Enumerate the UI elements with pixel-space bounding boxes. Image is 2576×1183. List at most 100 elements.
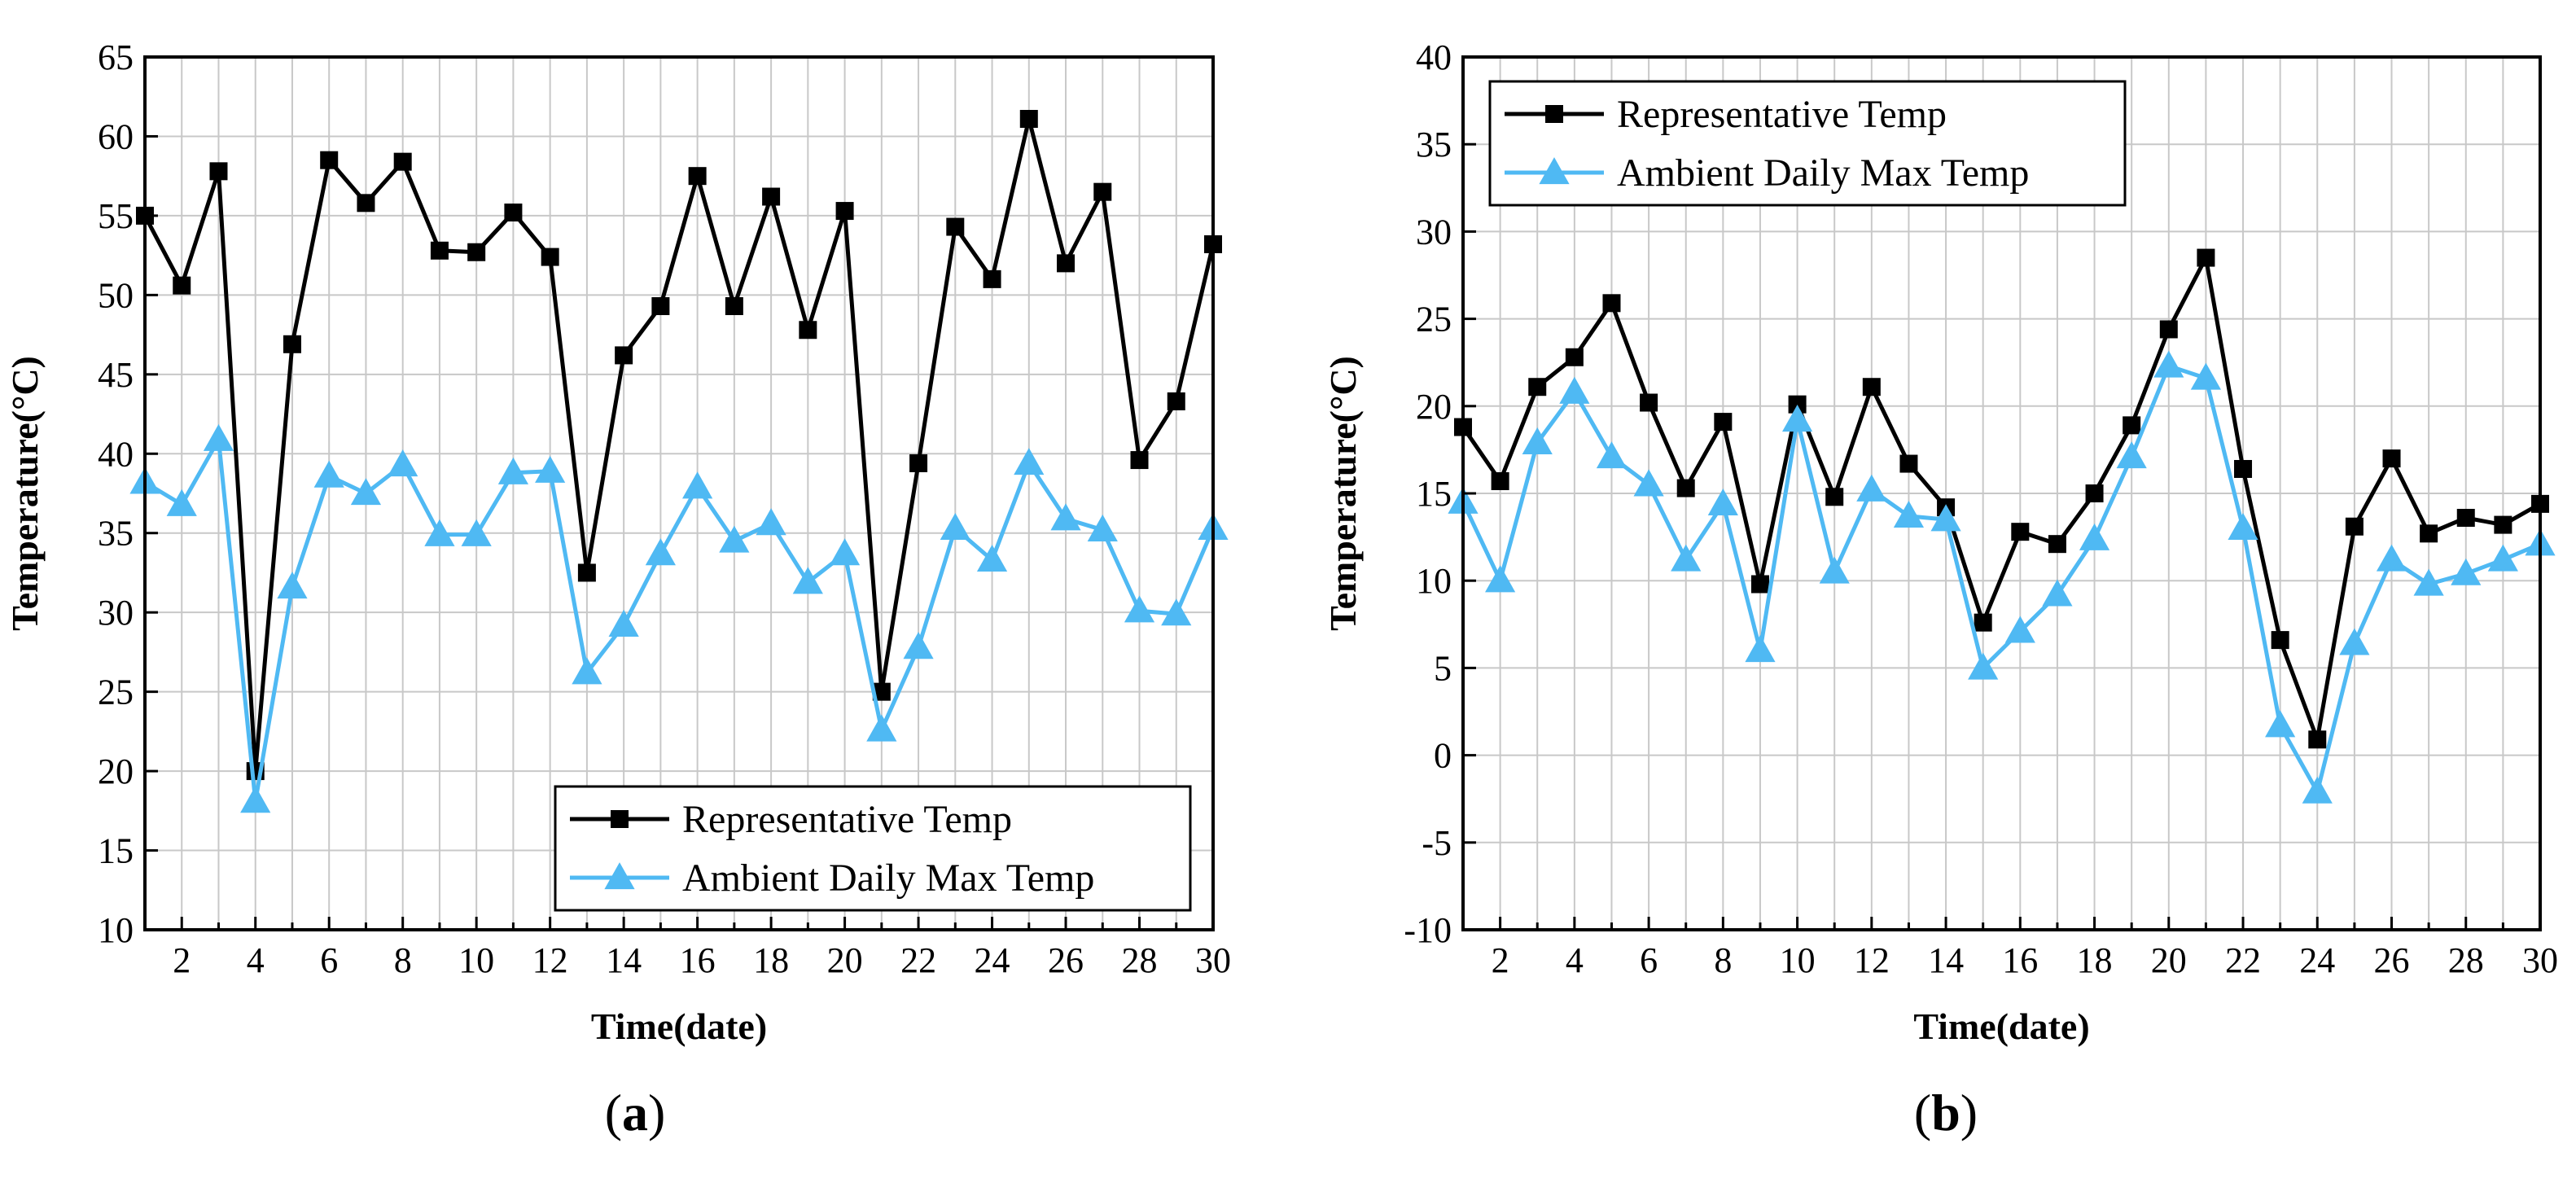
data-point: Representative Temp: 57.5 (688, 167, 707, 186)
data-point: Representative Temp: 21.1 (1862, 378, 1881, 397)
data-point: Representative Temp: 15 (2085, 484, 2104, 502)
data-point: Representative Temp: 9.8 (1750, 575, 1769, 594)
y-tick-label: 5 (1434, 648, 1452, 688)
x-axis-title: Time(date) (591, 1006, 767, 1047)
data-point: Representative Temp: 13.6 (2456, 509, 2475, 528)
data-point: Ambient Daily Max Temp: 38.8 (497, 457, 529, 484)
data-point: Representative Temp: 55.2 (504, 204, 523, 222)
x-tick-label: 6 (1640, 940, 1658, 980)
series-ambient-daily-max-temp: Ambient Daily Max Temp: 38.2Ambient Dail… (129, 423, 1229, 813)
x-axis-title: Time(date) (1913, 1006, 2089, 1047)
data-point: Ambient Daily Max Temp: 12.4 (2079, 523, 2110, 550)
series-line (1461, 256, 2542, 742)
data-point: Ambient Daily Max Temp: 34.5 (719, 525, 750, 553)
y-axis-title: Temperature(°C) (4, 356, 46, 631)
data-point: Ambient Daily Max Temp: 11.2 (1671, 544, 1702, 572)
plot-frame (143, 55, 1215, 931)
data-point: Ambient Daily Max Temp: 37.5 (350, 478, 382, 506)
data-point: Ambient Daily Max Temp: 19.2 (1781, 405, 1813, 432)
y-tick-label: 25 (98, 673, 134, 712)
data-point: Ambient Daily Max Temp: 29.2 (608, 609, 639, 637)
data-point: Ambient Daily Max Temp: 9.2 (2042, 579, 2073, 607)
data-point: Representative Temp: 47.8 (799, 321, 817, 340)
y-tick-label: 65 (98, 37, 134, 77)
data-point: Ambient Daily Max Temp: 13 (2228, 512, 2258, 541)
data-point: Representative Temp: 46.2 (615, 346, 633, 365)
legend-label: Representative Temp (682, 798, 1012, 841)
data-point: Representative Temp: 19.1 (1714, 413, 1733, 432)
x-tick-label: 10 (458, 940, 494, 980)
data-point: Representative Temp: 13.1 (2345, 517, 2364, 536)
x-tick-label: 10 (1780, 940, 1816, 980)
data-point: Representative Temp: 22.8 (1565, 348, 1584, 366)
x-tick-label: 24 (2299, 940, 2335, 980)
legend: Representative Temp Ambient Daily Max Tem… (1488, 80, 2127, 207)
x-tick-label: 22 (900, 940, 936, 980)
data-point: Ambient Daily Max Temp: 37.9 (682, 471, 713, 499)
y-tick-label: 15 (98, 831, 134, 871)
data-point: Ambient Daily Max Temp: 20.8 (1559, 376, 1590, 404)
x-tick-label: 28 (2448, 940, 2484, 980)
data-point: Representative Temp: 32.5 (577, 563, 596, 582)
x-tick-label: 4 (1566, 940, 1584, 980)
data-point: Ambient Daily Max Temp: 10 (1485, 565, 1516, 593)
data-point: Ambient Daily Max Temp: 17.1 (2116, 441, 2147, 469)
data-point: Representative Temp: 56.5 (1093, 182, 1112, 201)
data-point: Ambient Daily Max Temp: 35.9 (1050, 503, 1081, 531)
data-point: Representative Temp: 20.1 (1788, 395, 1807, 414)
data-point: Ambient Daily Max Temp: 35.3 (940, 512, 970, 541)
data-point: Representative Temp: 12.7 (2420, 524, 2438, 543)
data-point: Representative Temp: 55.3 (835, 202, 854, 221)
legend-box (1488, 80, 2127, 207)
x-tick-label: 12 (532, 940, 568, 980)
data-point: Ambient Daily Max Temp: 13.7 (1893, 500, 1925, 528)
data-point: Representative Temp: 25.9 (1602, 294, 1621, 313)
data-point: Ambient Daily Max Temp: 22.6 (866, 714, 897, 742)
y-tick-label: -5 (1422, 823, 1452, 863)
legend-label: Representative Temp (1617, 93, 1947, 136)
y-tick-label: 10 (98, 910, 134, 950)
y-tick-label: 30 (1416, 212, 1452, 252)
data-point: Representative Temp: 15.7 (1491, 471, 1509, 490)
chart-panel-a: Representative Temp: 55Representative Te… (4, 37, 1231, 1141)
data-point: Representative Temp: 55.8 (357, 194, 375, 213)
y-tick-label: 45 (98, 355, 134, 395)
data-point: Ambient Daily Max Temp: 11.2 (2487, 544, 2518, 572)
data-point: Ambient Daily Max Temp: 30.1 (1124, 595, 1155, 623)
data-point: Ambient Daily Max Temp: 35.2 (1087, 514, 1118, 542)
data-point: Ambient Daily Max Temp: 29.9 (1161, 598, 1192, 626)
y-tick-label: 20 (98, 751, 134, 791)
series-line (142, 116, 1216, 773)
x-tick-label: 16 (680, 940, 716, 980)
data-point: Representative Temp: 49.3 (651, 297, 670, 316)
data-point: Ambient Daily Max Temp: 10.5 (1819, 556, 1850, 584)
x-tick-label: 12 (1854, 940, 1890, 980)
x-tick-label: 2 (173, 940, 191, 980)
y-tick-label: 30 (98, 593, 134, 633)
panel-caption: (a) (605, 1084, 666, 1141)
data-point: Ambient Daily Max Temp: 38.9 (535, 455, 566, 483)
data-point: Ambient Daily Max Temp: 13.5 (1930, 504, 1961, 532)
data-point: Representative Temp: 18.9 (2123, 416, 2141, 435)
data-point: Representative Temp: 50.6 (173, 276, 191, 295)
data-point: Representative Temp: 54.3 (946, 217, 965, 236)
data-point: Ambient Daily Max Temp: 39.3 (388, 449, 418, 477)
data-point: Ambient Daily Max Temp: 36.8 (166, 489, 197, 516)
panel-caption: (b) (1914, 1084, 1978, 1141)
data-point: Representative Temp: 12.1 (2048, 535, 2066, 554)
data-point: Representative Temp: 46.9 (283, 335, 301, 353)
data-point: Ambient Daily Max Temp: 31.6 (277, 572, 308, 599)
grid (144, 56, 1214, 931)
x-tick-label: 28 (1122, 940, 1158, 980)
data-point: Representative Temp: 58.4 (393, 152, 412, 171)
data-point: Representative Temp: 24.4 (2159, 320, 2178, 339)
data-point: Representative Temp: 16.7 (1899, 454, 1918, 473)
x-tick-label: 2 (1492, 940, 1509, 980)
data-point: Representative Temp: 25 (872, 682, 891, 701)
data-point: Ambient Daily Max Temp: 27.8 (903, 632, 934, 659)
data-point: Ambient Daily Max Temp: 40.9 (203, 423, 234, 451)
x-tick-label: 14 (1928, 940, 1964, 980)
y-tick-label: 35 (98, 514, 134, 554)
y-tick-label: 60 (98, 116, 134, 156)
